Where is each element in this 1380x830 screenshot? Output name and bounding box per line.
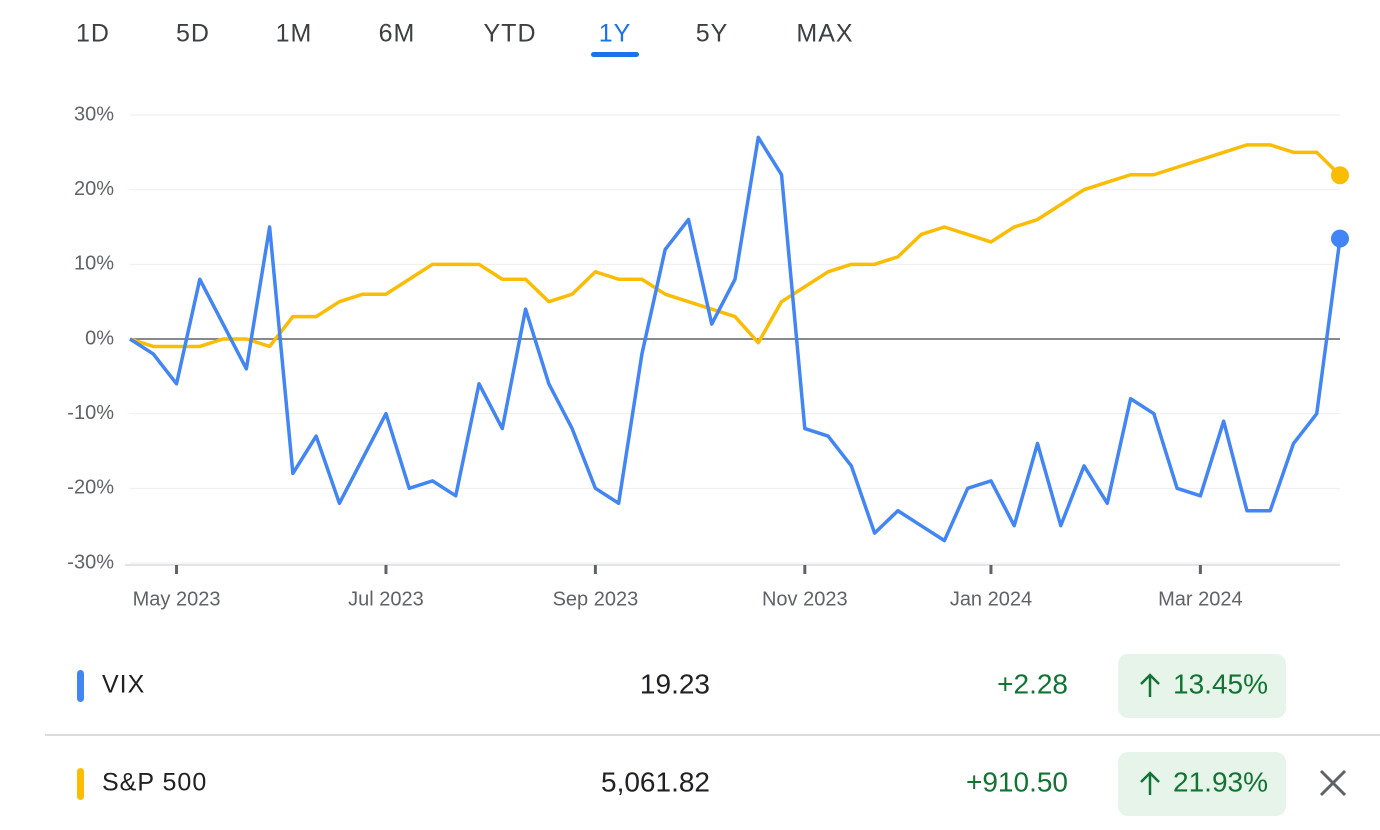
range-tab[interactable]: MAX: [796, 20, 853, 48]
row-percent: 21.93%: [1173, 766, 1268, 797]
x-tick-label: Jul 2023: [348, 588, 424, 610]
range-tab[interactable]: 6M: [379, 20, 416, 48]
close-icon[interactable]: [1319, 769, 1347, 797]
end-dot: [1331, 166, 1349, 185]
row-name: VIX: [102, 671, 145, 699]
y-tick-label: 30%: [74, 103, 114, 125]
up-arrow: [1140, 771, 1160, 795]
range-tab[interactable]: 1Y: [599, 20, 632, 48]
range-tab[interactable]: YTD: [484, 20, 537, 48]
range-tab[interactable]: 5D: [176, 20, 210, 48]
range-tab[interactable]: 1D: [76, 20, 110, 48]
y-tick-label: -30%: [67, 551, 114, 573]
y-tick-label: -10%: [67, 402, 114, 424]
row-change: +910.50: [966, 766, 1068, 797]
series-line: [129, 135, 1342, 543]
end-dot: [1331, 229, 1349, 248]
row-price: 5,061.82: [601, 766, 710, 797]
row-name: S&P 500: [102, 769, 207, 797]
y-tick-label: -20%: [67, 477, 114, 499]
legend-swatch: [77, 768, 84, 800]
up-arrow: [1140, 673, 1160, 697]
series-line: [129, 143, 1342, 349]
row-price: 19.23: [640, 668, 710, 699]
row-percent: 13.45%: [1173, 668, 1268, 699]
x-tick-label: May 2023: [133, 588, 221, 610]
x-tick-label: Nov 2023: [762, 588, 848, 610]
y-tick-label: 20%: [74, 178, 114, 200]
percent-badge: [1118, 752, 1286, 816]
range-tab[interactable]: 5Y: [696, 20, 729, 48]
y-tick-label: 10%: [74, 253, 114, 275]
x-tick-label: Jan 2024: [950, 588, 1032, 610]
tab-underline: [591, 52, 639, 57]
x-tick-label: Mar 2024: [1158, 588, 1243, 610]
x-tick-label: Sep 2023: [553, 588, 639, 610]
row-change: +2.28: [997, 668, 1068, 699]
range-tab[interactable]: 1M: [276, 20, 313, 48]
percent-badge: [1118, 654, 1286, 718]
y-tick-label: 0%: [85, 327, 114, 349]
legend-swatch: [77, 670, 84, 702]
